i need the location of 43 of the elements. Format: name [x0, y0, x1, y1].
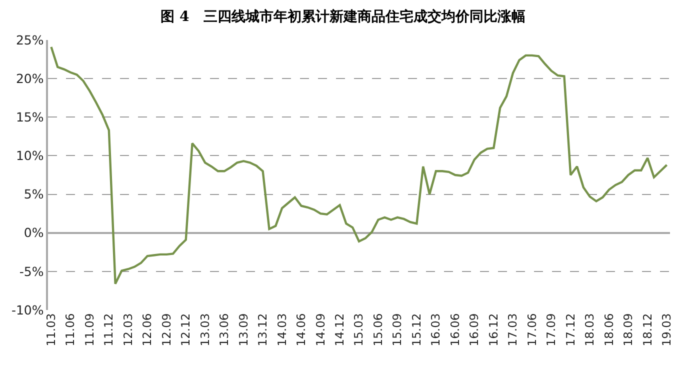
- x-tick-label: 18.06: [602, 313, 616, 346]
- x-tick-label: 13.06: [217, 313, 232, 346]
- x-tick-label: 15.03: [352, 313, 366, 346]
- x-tick-label: 16.12: [486, 313, 500, 346]
- x-tick-label: 16.06: [448, 313, 462, 346]
- x-tick-label: 11.12: [102, 313, 116, 346]
- x-tick-label: 17.12: [563, 313, 578, 346]
- y-tick-label: -5%: [19, 264, 44, 279]
- x-tick-label: 14.09: [313, 313, 328, 346]
- y-tick-label: 25%: [16, 32, 44, 48]
- x-tick-label: 13.12: [256, 313, 270, 346]
- x-tick-label: 12.03: [120, 313, 135, 346]
- y-tick-label: -10%: [11, 302, 44, 318]
- x-tick-label: 14.12: [332, 313, 346, 346]
- x-tick-label: 17.06: [524, 313, 539, 346]
- line-series: [50, 46, 668, 285]
- x-tick-label: 18.03: [582, 313, 597, 346]
- x-tick-label: 18.12: [640, 313, 654, 346]
- y-tick-label: 15%: [16, 110, 44, 125]
- x-tick-label: 11.06: [63, 313, 78, 346]
- x-tick-label: 17.09: [544, 313, 558, 346]
- x-tick-label: 11.09: [82, 313, 96, 346]
- x-tick-label: 19.03: [660, 313, 674, 346]
- x-tick-label: 16.03: [428, 313, 443, 346]
- x-tick-label: 14.03: [274, 313, 289, 346]
- x-tick-label: 11.03: [44, 313, 58, 346]
- x-tick-label: 17.03: [506, 313, 520, 346]
- x-tick-label: 15.12: [409, 313, 424, 346]
- x-tick-label: 15.09: [390, 313, 404, 346]
- x-tick-label: 15.06: [370, 313, 385, 346]
- x-tick-label: 12.09: [159, 313, 174, 346]
- y-tick-label: 5%: [24, 186, 44, 202]
- y-tick-label: 10%: [16, 148, 44, 164]
- y-tick-label: 0%: [24, 225, 44, 240]
- x-tick-label: 16.09: [467, 313, 482, 346]
- chart-title: 图 4 三四线城市年初累计新建商品住宅成交均价同比涨幅: [160, 8, 526, 26]
- x-tick-label: 14.06: [294, 313, 308, 346]
- x-tick-label: 12.06: [140, 313, 154, 346]
- x-tick-label: 12.12: [178, 313, 193, 346]
- x-tick-label: 13.09: [236, 313, 250, 346]
- x-tick-label: 18.09: [621, 313, 636, 346]
- y-tick-label: 20%: [16, 70, 44, 86]
- x-tick-label: 13.03: [198, 313, 212, 346]
